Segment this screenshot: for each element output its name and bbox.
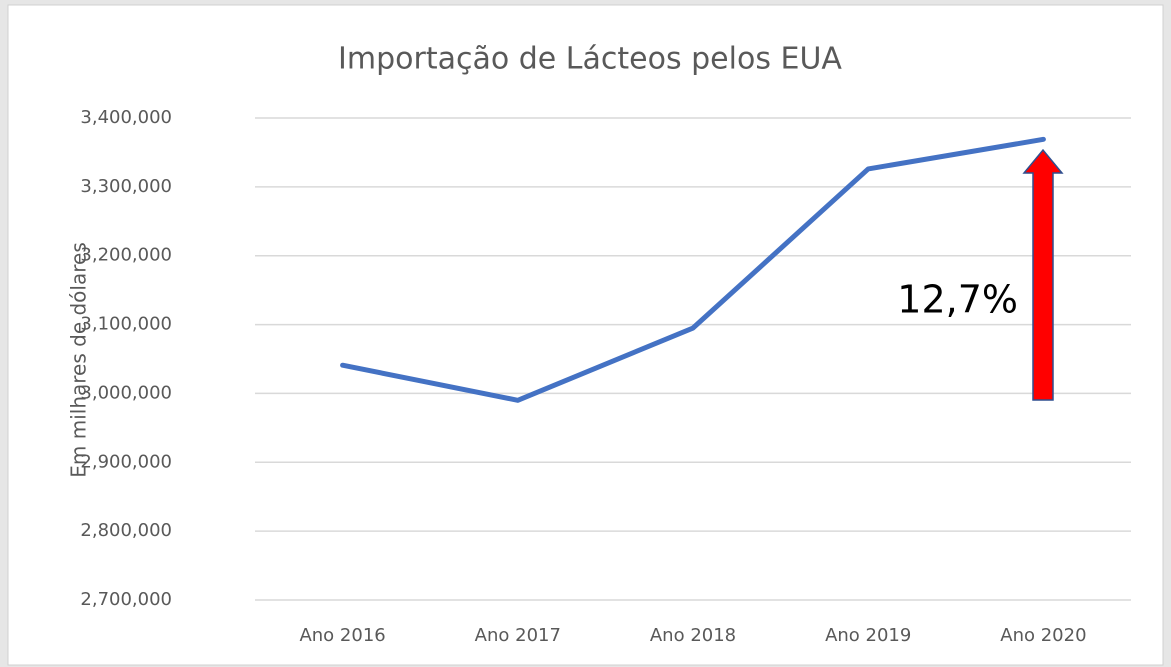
y-axis-label: Em milhares de dólares [67, 242, 91, 477]
chart-area [7, 4, 1164, 666]
chart-title: Importação de Lácteos pelos EUA [338, 42, 842, 77]
y-tick-label: 3,200,000 [80, 245, 172, 266]
x-tick-label: Ano 2016 [299, 625, 385, 646]
annotation: 12,7% [897, 278, 1018, 322]
y-tick-label: 3,400,000 [80, 107, 172, 128]
x-tick-label: Ano 2017 [475, 625, 561, 646]
y-tick-label: 3,100,000 [80, 314, 172, 335]
y-tick-label: 2,700,000 [80, 589, 172, 610]
x-tick-label: Ano 2019 [825, 625, 911, 646]
data-line [340, 136, 1046, 403]
y-tick-label: 3,300,000 [80, 176, 172, 197]
y-tick-label: 3,000,000 [80, 382, 172, 403]
increase-arrow [1022, 148, 1064, 401]
y-tick-label: 2,900,000 [80, 451, 172, 472]
plot: 2,700,000 2,800,000 2,900,000 3,000,000 3,10… [80, 107, 1131, 646]
y-tick-label: 2,800,000 [80, 520, 172, 541]
x-tick-label: Ano 2020 [1000, 625, 1086, 646]
x-tick-label: Ano 2018 [650, 625, 736, 646]
